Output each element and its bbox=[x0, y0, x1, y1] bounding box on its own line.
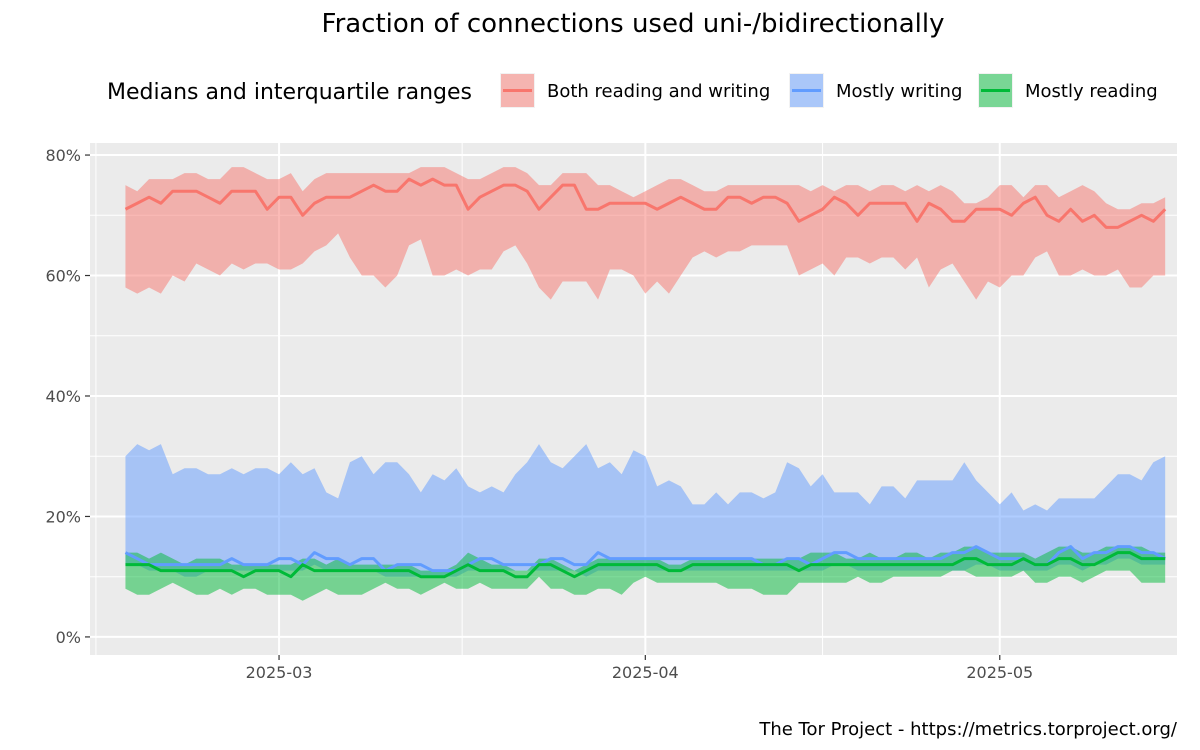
legend-label-both: Both reading and writing bbox=[547, 81, 770, 102]
y-tick-label: 60% bbox=[45, 267, 81, 286]
y-tick-label: 80% bbox=[45, 146, 81, 165]
iqr-band-both-reading-and-writing bbox=[125, 167, 1166, 300]
median-line-mostly-reading bbox=[125, 551, 1166, 579]
chart-caption: The Tor Project - https://metrics.torpro… bbox=[758, 719, 1178, 740]
iqr-bands bbox=[125, 167, 1166, 601]
x-tick-label: 2025-05 bbox=[966, 663, 1033, 682]
y-tick-label: 40% bbox=[45, 387, 81, 406]
legend-item-reading: Mostly reading bbox=[978, 73, 1158, 108]
median-line-mostly-writing bbox=[124, 545, 1166, 573]
x-tick-label: 2025-04 bbox=[612, 663, 679, 682]
legend-label-writing: Mostly writing bbox=[836, 81, 962, 102]
legend-item-both: Both reading and writing bbox=[500, 73, 770, 108]
legend: Medians and interquartile ranges Both re… bbox=[107, 73, 1158, 108]
iqr-band-mostly-reading bbox=[125, 546, 1166, 601]
iqr-band-mostly-writing bbox=[125, 444, 1166, 577]
x-tick-label: 2025-03 bbox=[246, 663, 313, 682]
median-line-both-reading-and-writing bbox=[124, 177, 1167, 229]
y-axis: 0% 20% 40% 60% 80% bbox=[45, 146, 90, 647]
chart-title: Fraction of connections used uni-/bidire… bbox=[322, 9, 945, 39]
x-axis: 2025-03 2025-04 2025-05 bbox=[246, 655, 1033, 682]
legend-item-writing: Mostly writing bbox=[789, 73, 962, 108]
median-lines bbox=[124, 177, 1167, 579]
legend-title: Medians and interquartile ranges bbox=[107, 80, 472, 105]
y-tick-label: 20% bbox=[45, 507, 81, 526]
legend-label-reading: Mostly reading bbox=[1025, 81, 1158, 102]
y-tick-label: 0% bbox=[56, 628, 81, 647]
